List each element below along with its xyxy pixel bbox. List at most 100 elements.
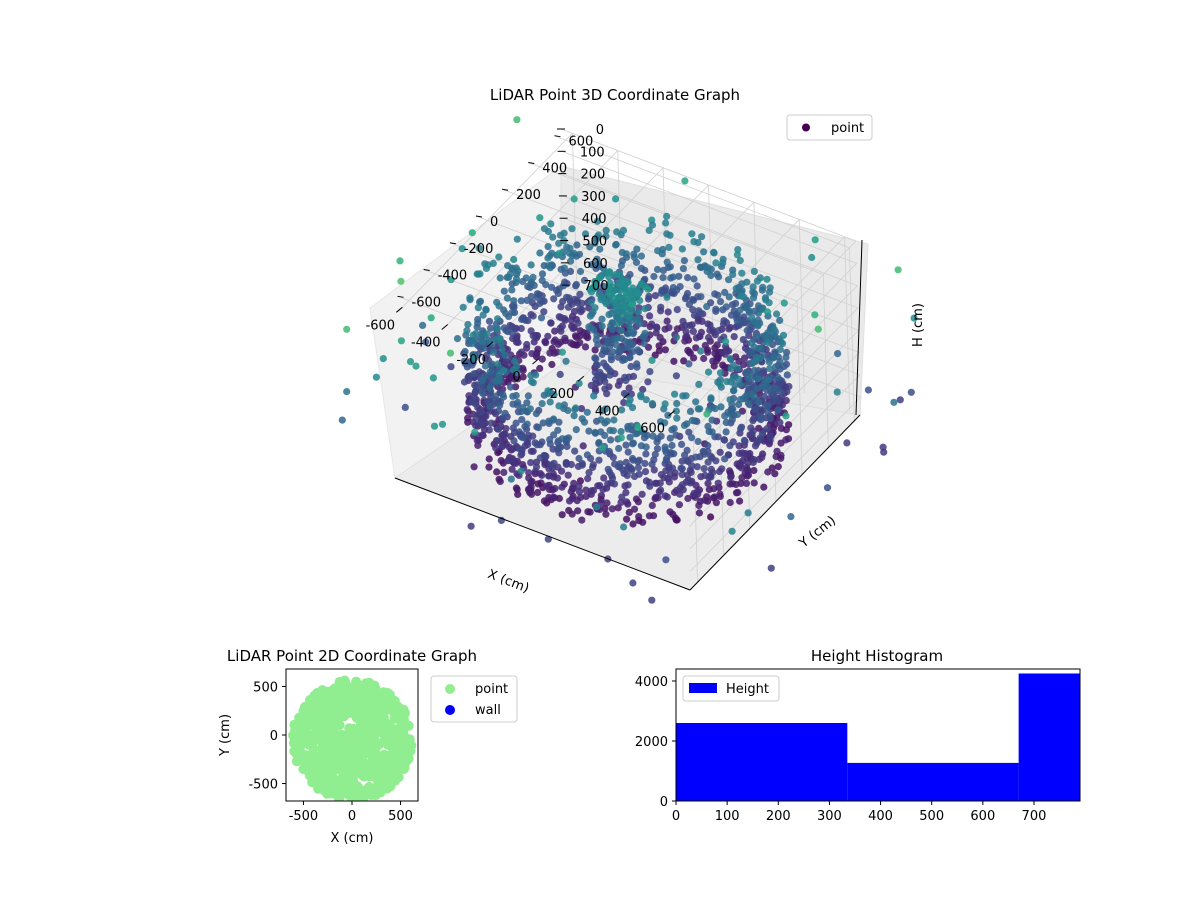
point-3d bbox=[648, 400, 657, 408]
point-3d bbox=[548, 283, 556, 291]
point-3d bbox=[582, 492, 590, 500]
point-3d bbox=[626, 313, 634, 321]
point-2d bbox=[345, 759, 356, 769]
point-3d bbox=[758, 305, 766, 314]
point-3d bbox=[673, 306, 681, 314]
point-3d bbox=[604, 465, 612, 473]
point-3d bbox=[479, 419, 487, 427]
y-tick-label-hist: 4000 bbox=[635, 675, 668, 690]
point-3d bbox=[517, 348, 526, 356]
point-3d bbox=[512, 275, 521, 283]
point-3d bbox=[565, 497, 574, 505]
x-tick-mark-3d bbox=[622, 393, 630, 399]
point-3d bbox=[642, 443, 650, 451]
point-3d bbox=[591, 346, 599, 354]
point-3d bbox=[568, 225, 576, 233]
x-axis-label-3d: X (cm) bbox=[485, 567, 531, 596]
point-3d bbox=[602, 510, 610, 518]
point-3d bbox=[338, 416, 346, 424]
point-3d bbox=[621, 355, 629, 364]
point-3d bbox=[607, 436, 615, 444]
point-3d bbox=[695, 509, 704, 517]
legend-2d-point: point bbox=[475, 682, 508, 697]
legend-2d-point-marker bbox=[445, 684, 455, 694]
point-3d bbox=[624, 481, 632, 489]
point-3d bbox=[782, 412, 790, 420]
point-3d bbox=[646, 482, 654, 490]
point-3d bbox=[615, 444, 623, 453]
point-3d bbox=[758, 382, 767, 390]
point-3d bbox=[765, 299, 773, 307]
point-3d bbox=[516, 445, 524, 453]
point-3d bbox=[698, 233, 706, 241]
point-3d bbox=[699, 447, 707, 455]
point-3d bbox=[583, 408, 591, 416]
point-3d bbox=[499, 430, 508, 439]
point-3d bbox=[617, 498, 625, 506]
point-3d bbox=[709, 357, 717, 365]
point-3d bbox=[695, 380, 703, 388]
point-3d bbox=[562, 460, 570, 468]
point-3d bbox=[686, 407, 695, 415]
point-3d bbox=[453, 335, 462, 343]
point-3d bbox=[864, 386, 873, 394]
point-3d bbox=[666, 434, 674, 442]
point-3d bbox=[629, 439, 638, 447]
point-3d bbox=[598, 293, 607, 301]
point-3d bbox=[711, 349, 719, 357]
point-3d bbox=[536, 364, 544, 373]
point-3d bbox=[648, 221, 657, 229]
point-2d bbox=[313, 730, 324, 741]
point-3d bbox=[704, 441, 712, 450]
point-3d bbox=[623, 471, 631, 480]
x-tick-label-hist: 500 bbox=[919, 809, 944, 824]
point-3d bbox=[732, 480, 740, 489]
h-tick-label-3d: 500 bbox=[582, 235, 607, 250]
point-3d bbox=[814, 325, 822, 333]
point-3d bbox=[767, 564, 775, 572]
point-3d bbox=[485, 463, 493, 471]
point-3d bbox=[593, 503, 601, 511]
point-3d bbox=[743, 381, 751, 389]
point-3d bbox=[779, 331, 788, 339]
point-3d bbox=[734, 488, 742, 497]
point-3d bbox=[477, 330, 486, 338]
point-3d bbox=[523, 296, 531, 304]
point-3d bbox=[744, 399, 752, 407]
point-3d bbox=[510, 297, 518, 305]
point-3d bbox=[554, 340, 562, 348]
point-3d bbox=[753, 277, 762, 285]
point-3d bbox=[690, 489, 698, 497]
point-3d bbox=[662, 456, 671, 464]
point-3d bbox=[497, 457, 505, 465]
h-tick-label-3d: 0 bbox=[596, 123, 604, 138]
point-3d bbox=[532, 410, 541, 418]
y-tick-mark-3d bbox=[449, 242, 456, 245]
x-tick-mark-3d bbox=[396, 306, 403, 313]
y-axis-label-2d: Y (cm) bbox=[218, 714, 233, 757]
point-3d bbox=[721, 412, 729, 420]
point-3d bbox=[551, 484, 559, 493]
point-3d bbox=[584, 508, 592, 516]
y-tick-mark-3d bbox=[475, 215, 483, 218]
point-3d bbox=[478, 382, 486, 390]
point-3d bbox=[625, 384, 633, 392]
point-3d bbox=[550, 295, 558, 303]
point-2d bbox=[294, 744, 305, 755]
point-3d bbox=[540, 308, 548, 316]
point-3d bbox=[743, 302, 751, 310]
point-3d bbox=[755, 344, 763, 352]
point-3d bbox=[723, 346, 731, 354]
point-2d bbox=[334, 749, 345, 759]
point-3d bbox=[736, 256, 744, 265]
point-3d bbox=[509, 366, 517, 374]
x-tick-mark-3d bbox=[577, 375, 585, 382]
point-3d bbox=[523, 399, 531, 407]
point-3d bbox=[754, 375, 762, 383]
point-3d bbox=[774, 463, 782, 471]
point-3d bbox=[695, 332, 704, 340]
point-3d bbox=[533, 293, 541, 301]
point-3d bbox=[614, 504, 622, 512]
point-3d bbox=[500, 367, 508, 375]
